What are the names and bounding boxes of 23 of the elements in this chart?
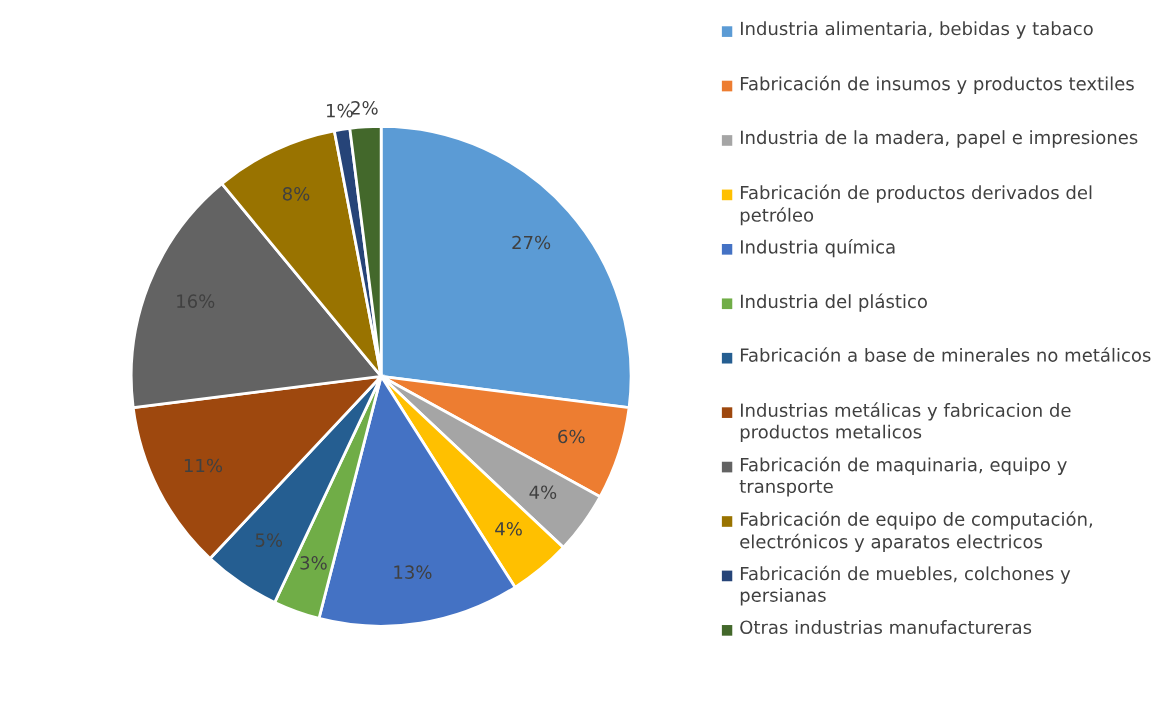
legend-label: Fabricación de productos derivados del petróleo <box>740 184 1092 226</box>
legend-label: Fabricación de maquinaria, equipo y transporte <box>739 456 1067 497</box>
legend-label: Industrias metálicas y fabricacion de productos metalicos <box>740 402 1071 443</box>
data-label: 27% <box>512 235 551 250</box>
data-label: 11% <box>184 458 223 473</box>
data-label: 8% <box>282 186 310 201</box>
legend-label: Otras industrias manufactureras <box>740 620 1032 635</box>
data-label: 1% <box>326 103 353 118</box>
legend-label: Industria del plástico <box>740 293 927 312</box>
data-label: 4% <box>529 485 557 500</box>
legend-label: Fabricación de equipo de computación, electrónicos y aparatos electricos <box>740 511 1092 552</box>
data-label: 4% <box>495 521 522 536</box>
legend-label: Industria alimentaria, bebidas y tabaco <box>740 21 1093 39</box>
data-label: 13% <box>394 565 432 580</box>
data-label: 2% <box>351 100 378 115</box>
legend-label: Fabricación a base de minerales no metálicos <box>740 347 1151 362</box>
legend-label: Industria de la madera, papel e impresiones <box>740 130 1138 148</box>
legend-label: Industria química <box>740 239 895 258</box>
data-label: 3% <box>300 556 327 570</box>
data-label: 6% <box>558 429 585 444</box>
legend-label: Fabricación de muebles, colchones y persianas <box>740 565 1071 606</box>
data-label: 5% <box>255 533 283 547</box>
legend-label: Fabricación de insumos y productos textiles <box>740 75 1134 94</box>
